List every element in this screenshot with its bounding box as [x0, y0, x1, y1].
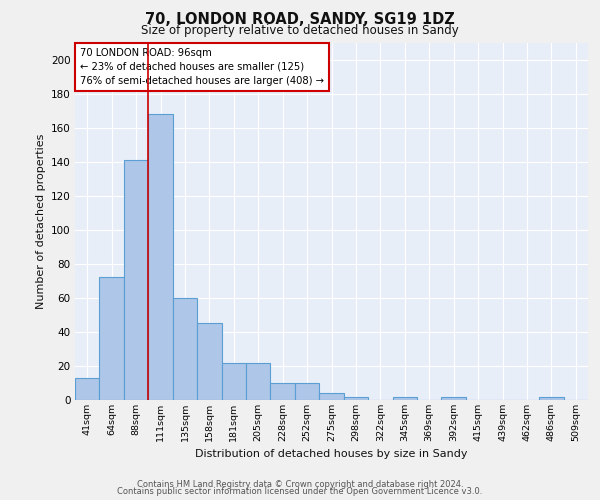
Bar — [173, 298, 197, 400]
Bar — [392, 396, 417, 400]
Text: 70, LONDON ROAD, SANDY, SG19 1DZ: 70, LONDON ROAD, SANDY, SG19 1DZ — [145, 12, 455, 28]
Text: Size of property relative to detached houses in Sandy: Size of property relative to detached ho… — [141, 24, 459, 37]
Bar — [539, 396, 563, 400]
Bar — [124, 160, 148, 400]
Y-axis label: Number of detached properties: Number of detached properties — [35, 134, 46, 309]
Bar — [75, 378, 100, 400]
Bar — [221, 362, 246, 400]
Bar — [246, 362, 271, 400]
Bar — [271, 383, 295, 400]
Bar — [197, 324, 221, 400]
Text: 70 LONDON ROAD: 96sqm
← 23% of detached houses are smaller (125)
76% of semi-det: 70 LONDON ROAD: 96sqm ← 23% of detached … — [80, 48, 324, 86]
Bar — [344, 396, 368, 400]
Bar — [319, 393, 344, 400]
Text: Contains HM Land Registry data © Crown copyright and database right 2024.: Contains HM Land Registry data © Crown c… — [137, 480, 463, 489]
Text: Contains public sector information licensed under the Open Government Licence v3: Contains public sector information licen… — [118, 487, 482, 496]
Bar — [295, 383, 319, 400]
X-axis label: Distribution of detached houses by size in Sandy: Distribution of detached houses by size … — [195, 450, 468, 460]
Bar — [442, 396, 466, 400]
Bar — [148, 114, 173, 400]
Bar — [100, 278, 124, 400]
